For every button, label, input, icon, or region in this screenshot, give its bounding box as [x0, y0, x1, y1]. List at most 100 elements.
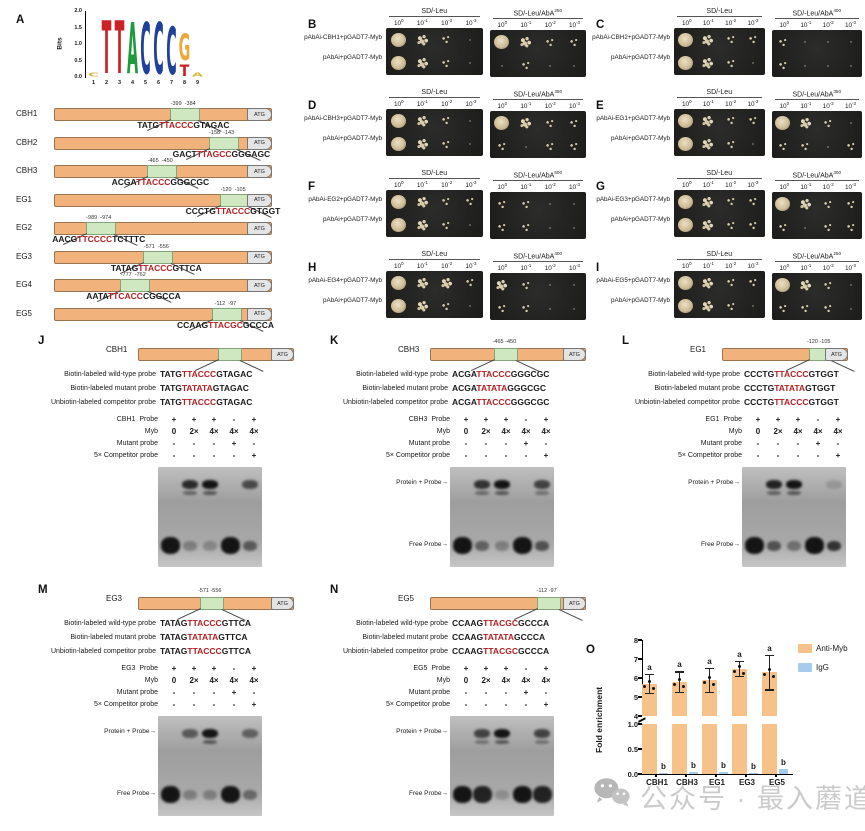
- condition-row-myb: Myb 0 2× 4× 4× 4×: [8, 425, 300, 437]
- bar-igg: [779, 769, 788, 774]
- plate-cell: [434, 271, 458, 295]
- sig-letter: b: [751, 761, 756, 771]
- svg-text:A: A: [127, 13, 138, 77]
- data-point: [652, 686, 655, 690]
- condition-values: - - - - +: [748, 451, 848, 460]
- y1h-plates: SD/-Leu 100 10-1 10-2 10-3 SD/-Leu/AbA300 1…: [674, 168, 862, 249]
- condition-symbol: 4×: [521, 675, 531, 685]
- colony-spot: [798, 117, 812, 130]
- condition-symbol: -: [232, 450, 236, 460]
- condition-symbol: +: [251, 450, 257, 460]
- probe-row-label: Unbiotin-labeled competitor probe: [50, 398, 156, 406]
- condition-symbol: +: [191, 414, 197, 424]
- colony-spot: [801, 223, 810, 232]
- condition-row-myb: Myb 0 2× 4× 4× 4×: [8, 674, 300, 686]
- aba-concentration: 400: [833, 8, 842, 13]
- plate-cell: [772, 135, 795, 159]
- gel-side-labels: Protein + Probe→ Free Probe→: [8, 716, 158, 816]
- panel-label: M: [38, 584, 48, 596]
- probe-row-label: Biotin-labeled wild-type probe: [356, 370, 448, 378]
- y1h-row-label-bait: pAbAi-CBH3+pGADT7-Myb: [304, 115, 382, 122]
- error-cap: [765, 689, 774, 691]
- logo-x-tick: 2: [104, 80, 109, 86]
- aba-concentration: 400: [554, 251, 563, 256]
- plate-cell: [538, 297, 562, 321]
- colony-spot: [701, 114, 715, 127]
- panel-label: K: [330, 335, 339, 347]
- colony-spot: [545, 304, 554, 313]
- condition-row-competitor: 5× Competitor probe - - - - +: [8, 698, 300, 710]
- seq-pre: AATA: [86, 291, 108, 301]
- colony-spot: [677, 194, 693, 209]
- condition-symbol: -: [524, 450, 528, 460]
- free-probe-label: Free Probe→: [116, 790, 156, 797]
- colony-spot: [822, 198, 835, 210]
- colony-spot: [464, 196, 477, 208]
- plate-column-aba: SD/-Leu/AbA400 100 10-1 10-2 10-3: [771, 8, 862, 87]
- colony-spot: [543, 36, 556, 48]
- gel-band: [182, 480, 198, 489]
- y1h-row-label-bait: pAbAi-EG4+pGADT7-Myb: [308, 277, 382, 284]
- plate-cell: [719, 109, 742, 133]
- bar-anti-myb: [732, 668, 747, 716]
- y1h-plates: SD/-Leu 100 10-1 10-2 10-3 SD/-Leu/AbA350 1…: [386, 87, 586, 168]
- data-point: [738, 664, 741, 668]
- plate-cell: [794, 192, 817, 216]
- data-point: [733, 669, 736, 673]
- seq-motif: TTACCC: [136, 177, 171, 187]
- condition-symbol: 4×: [229, 675, 239, 685]
- plate-cell: [434, 190, 458, 214]
- colony-spot: [519, 303, 532, 315]
- condition-symbol: +: [503, 663, 509, 673]
- dilution-label: 10-1: [800, 263, 812, 273]
- panel-label: G: [596, 181, 605, 193]
- dilution-labels: 100 10-1 10-2 10-3: [490, 262, 587, 273]
- gel-block: Protein + Probe→ Free Probe→: [8, 716, 300, 816]
- colony-spot: [822, 279, 835, 291]
- plate-cell: [674, 190, 697, 214]
- motif-sequence: TATGTTACCCGTAGAC: [137, 120, 229, 130]
- y1h-row-label-bait: pAbAi-EG3+pGADT7-Myb: [596, 196, 670, 203]
- condition-symbol: 4×: [833, 426, 843, 436]
- seq-post: GTTCA: [172, 262, 202, 273]
- condition-label: 5× Competitor probe: [677, 451, 742, 459]
- gel-band: [475, 491, 489, 495]
- x-axis-category: EG1: [708, 778, 725, 787]
- bar-igg: [689, 772, 698, 774]
- panel-label-a: A: [16, 14, 25, 26]
- plate-cell: [794, 135, 817, 159]
- colony-spot: [497, 61, 506, 70]
- condition-symbol: -: [212, 438, 216, 448]
- probe-sequence: CCCTGTTACCCGTGGT: [744, 397, 839, 407]
- plate-cell: [458, 109, 482, 133]
- plate-cell: [839, 135, 862, 159]
- dilution-label: 10-3: [747, 99, 759, 109]
- aba-concentration: 250: [833, 251, 842, 256]
- condition-values: - - - + -: [164, 688, 264, 697]
- agar-plate: [771, 111, 862, 159]
- colony-spot: [569, 281, 578, 290]
- plate-cell: [514, 216, 538, 240]
- colony-spot: [569, 304, 578, 313]
- plate-cell: [719, 295, 742, 319]
- data-point: [772, 675, 775, 679]
- condition-symbol: +: [191, 663, 197, 673]
- condition-symbol: -: [172, 687, 176, 697]
- aba-concentration: 350: [833, 89, 842, 94]
- error-cap: [705, 667, 714, 669]
- logo-column: A: [191, 72, 204, 79]
- sig-letter: b: [781, 758, 786, 767]
- colony-spot: [495, 303, 508, 315]
- atg-box: ATG: [247, 136, 272, 150]
- data-point: [648, 679, 651, 683]
- plate-cell: [817, 111, 840, 135]
- seq-pre: TATAG: [110, 262, 139, 273]
- emsa-conditions-table: EG5 Probe + + + - + Myb 0 2× 4× 4× 4× Mutant pro…: [300, 662, 592, 710]
- chart-legend: Anti-Myb IgG: [798, 644, 848, 672]
- aba-concentration: 500: [554, 170, 563, 175]
- condition-symbol: -: [816, 414, 820, 424]
- plate-title-text: SD/-Leu: [421, 8, 448, 15]
- agar-plate: [674, 28, 765, 76]
- condition-symbol: -: [484, 699, 488, 709]
- gel-side-labels: Protein + Probe→ Free Probe→: [300, 716, 450, 816]
